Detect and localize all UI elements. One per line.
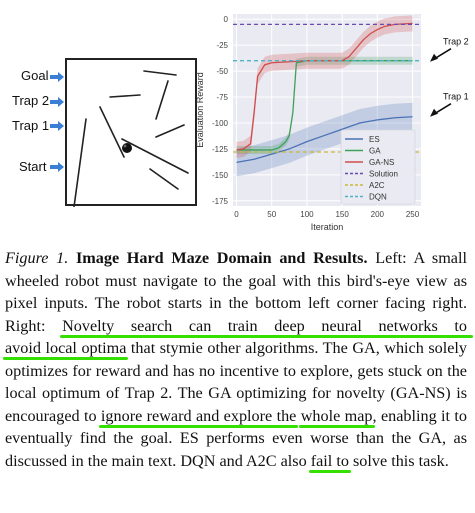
annotation-arrowhead-icon [430,108,438,117]
caption-text-4: solve this task. [348,451,449,470]
y-tick-label: -175 [212,197,229,206]
start-label: Start [19,159,47,174]
results-chart: 0 -25 -50 -75 -100 -125 -150 -175 0 50 100 150 200 25… [180,8,475,240]
results-chart-svg: 0 -25 -50 -75 -100 -125 -150 -175 0 50 100 150 200 25… [195,14,469,232]
x-tick-label: 0 [234,210,239,219]
highlight-ignore-reward: ignore reward and explore the [100,406,297,425]
highlight-fail-to: fail to [310,451,349,470]
legend-label-solution: Solution [369,170,398,179]
annotation-label: Trap 2 [443,37,469,47]
robot-highlight [123,144,127,148]
legend-label-dqn: DQN [369,193,387,202]
highlight-novelty-search: Novelty search can train deep neural net… [62,316,467,335]
start-arrow-icon [50,162,64,172]
x-tick-label: 150 [335,210,349,219]
legend-label-a2c: A2C [369,181,385,190]
goal-arrow-icon [50,72,64,82]
maze-walls [73,70,189,207]
y-tick-label: -50 [216,67,228,76]
x-tick-label: 50 [267,210,276,219]
maze-figure: Goal Trap 2 Trap 1 Start [0,0,215,235]
series-band-ga-ns [236,15,413,158]
trap1-arrow-icon [50,121,64,131]
highlight-avoid-local-optima: avoid local optima [5,339,127,357]
y-tick-label: 0 [224,15,229,24]
y-tick-label: -100 [212,119,229,128]
x-tick-label: 200 [371,210,385,219]
legend-box [340,129,416,205]
legend-label-es: ES [369,135,380,144]
y-tick-label: -125 [212,145,229,154]
annotation-arrowhead-icon [430,53,438,62]
x-tick-label: 100 [300,210,314,219]
legend-label-ga: GA [369,147,381,156]
trap2-arrow-icon [50,97,64,107]
maze-map [65,58,197,207]
legend: ES GA GA-NS Solution A2C DQN [340,129,416,205]
trap1-label: Trap 1 [12,118,50,133]
x-tick-label: 250 [406,210,420,219]
y-tick-label: -25 [216,41,228,50]
y-axis-label: Evaluation Reward [195,72,205,148]
trap2-label: Trap 2 [12,93,50,108]
caption-text-1: Left: A small wheeled robot must navigat… [5,249,467,335]
goal-label: Goal [21,68,49,83]
legend-label-ga-ns: GA-NS [369,158,394,167]
y-tick-label: -75 [216,93,228,102]
figure-caption: Figure 1. Image Hard Maze Domain and Res… [5,247,467,472]
maze-outer-wall [65,58,197,206]
figure-label: Figure 1. [5,249,69,267]
robot-icon [122,143,132,153]
x-axis-label: Iteration [311,222,344,232]
y-tick-label: -150 [212,171,229,180]
caption-text-3: , enabling it to eventually find the goa… [5,406,467,470]
highlight-whole-map: whole map [300,406,373,425]
figure-title: Image Hard Maze Domain and Results. [75,249,368,267]
caption-text-2: that stymie other algorithms. The GA, wh… [5,339,467,425]
annotation-label: Trap 1 [443,92,469,102]
